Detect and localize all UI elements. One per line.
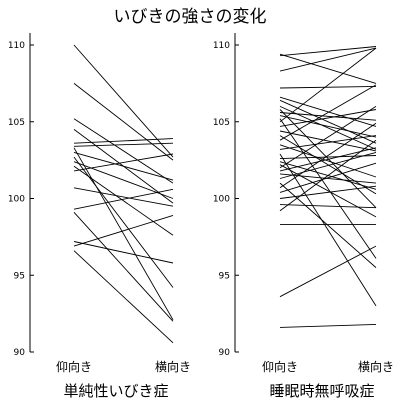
y-tick-label: 90 — [14, 348, 26, 358]
y-tick-label: 95 — [14, 271, 25, 281]
series-line — [279, 47, 377, 72]
y-tick-label: 90 — [219, 348, 231, 358]
series-line — [279, 182, 377, 268]
series-line — [279, 185, 377, 199]
series-line — [73, 44, 174, 158]
y-tick-label: 105 — [8, 118, 25, 128]
series-line — [279, 173, 377, 184]
series-line — [73, 151, 174, 181]
y-tick-label: 95 — [219, 271, 230, 281]
series-line — [73, 161, 174, 199]
series-line — [279, 112, 377, 121]
series-line — [73, 83, 174, 161]
series-line — [73, 241, 174, 264]
series-line — [279, 85, 377, 89]
panel-title-simple-snoring: 単純性いびき症 — [63, 382, 168, 400]
series-line — [279, 245, 377, 298]
series-line — [73, 211, 174, 322]
series-line — [73, 138, 174, 144]
series-line — [279, 106, 377, 169]
series-line — [279, 122, 377, 189]
series-line — [279, 323, 377, 328]
x-category-label: 横向き — [358, 359, 394, 374]
series-line — [279, 46, 377, 57]
y-tick-label: 110 — [213, 41, 230, 51]
series-line — [73, 153, 174, 172]
series-line — [279, 144, 377, 178]
series-line — [279, 130, 377, 152]
series-line — [73, 165, 174, 236]
y-tick-label: 100 — [213, 195, 230, 205]
x-category-label: 仰向き — [262, 359, 298, 374]
series-line — [279, 53, 377, 84]
series-line — [279, 153, 377, 307]
x-category-label: 横向き — [155, 359, 191, 374]
main-title: いびきの強さの変化 — [114, 7, 267, 27]
panel-simple-snoring: 90 95 100 105 110 仰向き 横向き — [8, 33, 191, 374]
panel-sleep-apnea: 90 95 100 105 110 仰向き 横向き — [213, 33, 394, 374]
series-line — [279, 84, 377, 141]
series-line — [279, 162, 377, 193]
series-line — [279, 99, 377, 144]
series-line — [279, 151, 377, 179]
x-category-label: 仰向き — [56, 359, 92, 374]
series-line — [279, 135, 377, 195]
y-tick-label: 110 — [8, 41, 25, 51]
series-line — [73, 147, 174, 321]
panel-title-sleep-apnea: 睡眠時無呼吸症 — [269, 382, 374, 400]
series-line — [279, 96, 377, 127]
series-line — [73, 187, 174, 207]
series-line — [279, 109, 377, 209]
series-line — [73, 142, 174, 147]
y-tick-label: 100 — [8, 195, 25, 205]
series-line — [279, 109, 377, 127]
series-line — [279, 118, 377, 259]
series-line — [73, 118, 174, 184]
series-line — [73, 214, 174, 247]
y-tick-label: 105 — [213, 118, 230, 128]
series-line — [279, 139, 377, 212]
series-line — [279, 164, 377, 218]
series-line — [73, 156, 174, 288]
series-line — [73, 188, 174, 210]
series-line — [73, 250, 174, 344]
series-line — [279, 204, 377, 209]
series-line — [279, 47, 377, 123]
series-line — [279, 135, 377, 150]
